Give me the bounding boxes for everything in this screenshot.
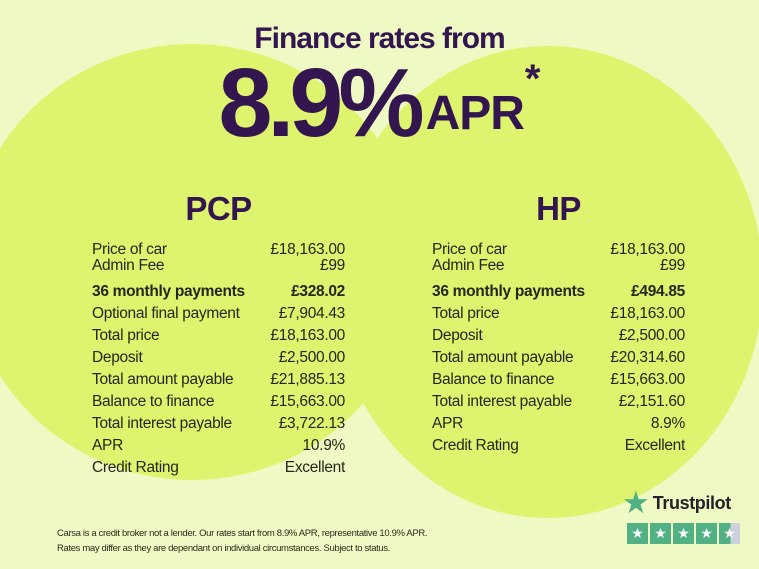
row-label: Credit Rating	[432, 437, 519, 454]
hp-heading: HP	[536, 190, 581, 227]
row-value: £99	[660, 257, 685, 274]
row-label: Deposit	[432, 327, 483, 344]
row-label: Deposit	[92, 349, 143, 366]
star-box-icon: ★	[627, 523, 648, 544]
row-value: £18,163.00	[610, 241, 685, 258]
row-value: £2,500.00	[618, 327, 686, 344]
row-value: £2,151.60	[618, 393, 686, 410]
table-row: Deposit £2,500.00	[432, 328, 685, 344]
rate-value: 8.9%	[218, 48, 424, 157]
table-row: Admin Fee £99	[92, 258, 345, 274]
row-value: £494.85	[631, 283, 685, 300]
trustpilot-star-icon: ★	[622, 485, 650, 520]
row-label: Admin Fee	[92, 257, 165, 274]
hero-title: Finance rates from	[254, 22, 505, 55]
table-row-monthly-payments: 36 monthly payments £494.85	[432, 284, 685, 300]
star-box-half-icon: ★	[719, 523, 740, 544]
table-row: Optional final payment £7,904.43	[92, 306, 345, 322]
table-row: Credit Rating Excellent	[432, 438, 685, 454]
trustpilot-logo: ★ Trustpilot	[622, 485, 740, 520]
table-row: Balance to finance £15,663.00	[432, 372, 685, 388]
row-value: Excellent	[284, 459, 346, 476]
row-label: Total amount payable	[92, 371, 234, 388]
table-row: Total interest payable £3,722.13	[92, 416, 345, 432]
table-row: Total interest payable £2,151.60	[432, 394, 685, 410]
trustpilot-widget: ★ Trustpilot ★ ★ ★ ★ ★	[622, 485, 740, 544]
row-label: Total interest payable	[92, 415, 232, 432]
legal-disclaimer: Carsa is a credit broker not a lender. O…	[57, 526, 437, 556]
trustpilot-rating-stars: ★ ★ ★ ★ ★	[627, 523, 740, 544]
table-row: Price of car £18,163.00	[92, 242, 345, 258]
row-label: 36 monthly payments	[92, 283, 245, 300]
table-row: Total price £18,163.00	[92, 328, 345, 344]
lime-circle-right	[333, 46, 759, 518]
hero-rate-row: 8.9% APR*	[0, 54, 759, 151]
row-label: Price of car	[432, 241, 507, 258]
star-box-icon: ★	[696, 523, 717, 544]
hp-table: Price of car £18,163.00 Admin Fee £99 36 m…	[432, 242, 685, 454]
rate-asterisk: *	[524, 57, 541, 101]
table-row: APR 10.9%	[92, 438, 345, 454]
row-value: £18,163.00	[270, 327, 345, 344]
trustpilot-wordmark: Trustpilot	[652, 492, 731, 513]
row-value: 8.9%	[650, 415, 685, 432]
row-value: £99	[320, 257, 345, 274]
row-label: 36 monthly payments	[432, 283, 585, 300]
table-row: Total amount payable £20,314.60	[432, 350, 685, 366]
table-row: APR 8.9%	[432, 416, 685, 432]
rate-apr-label: APR	[425, 87, 525, 140]
row-label: Optional final payment	[92, 305, 240, 322]
row-label: Total price	[92, 327, 160, 344]
disclaimer-line-2: Rates may differ as they are dependant o…	[57, 543, 391, 554]
row-label: Admin Fee	[432, 257, 505, 274]
row-label: APR	[92, 437, 123, 454]
row-value: £18,163.00	[270, 241, 345, 258]
row-label: Balance to finance	[432, 371, 555, 388]
row-label: Total amount payable	[432, 349, 574, 366]
star-box-icon: ★	[673, 523, 694, 544]
star-box-icon: ★	[650, 523, 671, 544]
row-value: £2,500.00	[278, 349, 346, 366]
hp-column: HP Price of car £18,163.00 Admin Fee £99 3…	[432, 192, 685, 454]
row-value: Excellent	[624, 437, 686, 454]
row-label: Total interest payable	[432, 393, 572, 410]
row-label: Total price	[432, 305, 500, 322]
row-value: £15,663.00	[270, 393, 345, 410]
row-value: £328.02	[291, 283, 345, 300]
row-value: £3,722.13	[278, 415, 346, 432]
table-row: Balance to finance £15,663.00	[92, 394, 345, 410]
table-row: Admin Fee £99	[432, 258, 685, 274]
table-row: Total amount payable £21,885.13	[92, 372, 345, 388]
table-row: Credit Rating Excellent	[92, 460, 345, 476]
row-value: £18,163.00	[610, 305, 685, 322]
table-row-monthly-payments: 36 monthly payments £328.02	[92, 284, 345, 300]
row-label: APR	[432, 415, 463, 432]
table-row: Price of car £18,163.00	[432, 242, 685, 258]
disclaimer-line-1: Carsa is a credit broker not a lender. O…	[57, 528, 428, 539]
row-label: Balance to finance	[92, 393, 215, 410]
row-value: £7,904.43	[278, 305, 346, 322]
row-value: 10.9%	[302, 437, 346, 454]
row-value: £15,663.00	[610, 371, 685, 388]
pcp-table: Price of car £18,163.00 Admin Fee £99 36 m…	[92, 242, 345, 476]
pcp-heading: PCP	[185, 190, 252, 227]
table-row: Deposit £2,500.00	[92, 350, 345, 366]
row-value: £20,314.60	[610, 349, 685, 366]
row-label: Price of car	[92, 241, 167, 258]
pcp-column: PCP Price of car £18,163.00 Admin Fee £99 …	[92, 192, 345, 476]
row-label: Credit Rating	[92, 459, 179, 476]
table-row: Total price £18,163.00	[432, 306, 685, 322]
row-value: £21,885.13	[270, 371, 345, 388]
